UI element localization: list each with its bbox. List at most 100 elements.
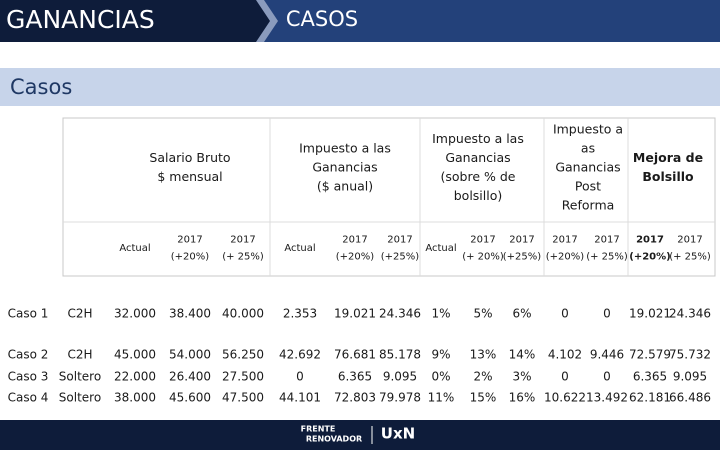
- cell: 62.181: [629, 391, 671, 405]
- cell: 75.732: [669, 348, 711, 362]
- cell: 22.000: [114, 370, 156, 384]
- group-header: as: [581, 141, 595, 156]
- cell: 13%: [470, 348, 497, 362]
- group-header: Impuesto a: [553, 122, 623, 137]
- cell: 9.446: [590, 348, 624, 362]
- row-label: Caso 1: [8, 307, 49, 321]
- column-header: (+ 25%): [222, 252, 264, 263]
- cell: 27.500: [222, 370, 264, 384]
- cell: 9%: [431, 348, 450, 362]
- cell: 85.178: [379, 348, 421, 362]
- header-frame: [62, 117, 716, 277]
- column-header: (+25%): [381, 252, 420, 263]
- row-label: Caso 3: [8, 370, 49, 384]
- subtitle-band: [0, 68, 720, 106]
- column-header: 2017: [594, 235, 619, 246]
- cell: 0: [603, 370, 611, 384]
- cell: 76.681: [334, 348, 376, 362]
- cell: 54.000: [169, 348, 211, 362]
- cell: 40.000: [222, 307, 264, 321]
- cell: 9.095: [673, 370, 707, 384]
- column-header: (+ 25%): [669, 252, 711, 263]
- cell: 26.400: [169, 370, 211, 384]
- cell: 11%: [428, 391, 455, 405]
- tab-bg: [262, 0, 720, 42]
- footer-brand: FRENTE: [301, 425, 336, 434]
- cell: 45.000: [114, 348, 156, 362]
- column-header: (+ 25%): [586, 252, 628, 263]
- cell: 19.021: [334, 307, 376, 321]
- tab-title: CASOS: [286, 7, 358, 31]
- cell: 4.102: [548, 348, 582, 362]
- cell: 5%: [473, 307, 492, 321]
- row-label: Soltero: [59, 391, 101, 405]
- subtitle: Casos: [10, 75, 72, 99]
- group-header: Ganancias: [555, 160, 620, 175]
- column-header: 2017: [509, 235, 534, 246]
- cell: 14%: [509, 348, 536, 362]
- group-header: bolsillo): [454, 188, 503, 203]
- cell: 6.365: [633, 370, 667, 384]
- footer-bar: [0, 420, 720, 450]
- section-title: GANANCIAS: [6, 5, 155, 34]
- column-header: (+20%): [171, 252, 210, 263]
- cell: 0: [296, 370, 304, 384]
- cell: 24.346: [669, 307, 711, 321]
- group-header: Ganancias: [312, 160, 377, 175]
- column-header: (+20%): [629, 252, 670, 263]
- cell: 10.622: [544, 391, 586, 405]
- cell: 44.101: [279, 391, 321, 405]
- group-header: Salario Bruto: [149, 150, 230, 165]
- row-label: Caso 4: [8, 391, 49, 405]
- column-header: Actual: [284, 243, 315, 254]
- cell: 13.492: [586, 391, 628, 405]
- cell: 72.803: [334, 391, 376, 405]
- cell: 47.500: [222, 391, 264, 405]
- cell: 38.400: [169, 307, 211, 321]
- chevron: [256, 0, 278, 42]
- group-header: Mejora de: [633, 150, 703, 165]
- row-label: Caso 2: [8, 348, 49, 362]
- group-header: Impuesto a las: [432, 131, 524, 146]
- cell: 2%: [473, 370, 492, 384]
- row-label: Soltero: [59, 370, 101, 384]
- cell: 6%: [512, 307, 531, 321]
- cell: 6.365: [338, 370, 372, 384]
- column-header: (+20%): [546, 252, 585, 263]
- cell: 24.346: [379, 307, 421, 321]
- cell: 42.692: [279, 348, 321, 362]
- cell: 45.600: [169, 391, 211, 405]
- group-header: (sobre % de: [441, 169, 516, 184]
- column-header: (+25%): [503, 252, 542, 263]
- cell: 66.486: [669, 391, 711, 405]
- group-header: Bolsillo: [642, 169, 694, 184]
- column-header: 2017: [230, 235, 255, 246]
- cell: 32.000: [114, 307, 156, 321]
- column-header: (+ 20%): [462, 252, 504, 263]
- group-header: Impuesto a las: [299, 141, 391, 156]
- row-label: C2H: [67, 348, 92, 362]
- cell: 15%: [470, 391, 497, 405]
- column-header: 2017: [677, 235, 702, 246]
- cell: 16%: [509, 391, 536, 405]
- group-header: Ganancias: [445, 150, 510, 165]
- cell: 56.250: [222, 348, 264, 362]
- cell: 0: [561, 307, 569, 321]
- cell: 1%: [431, 307, 450, 321]
- column-header: Actual: [119, 243, 150, 254]
- cell: 0: [561, 370, 569, 384]
- column-header: 2017: [387, 235, 412, 246]
- column-header: 2017: [470, 235, 495, 246]
- group-header: ($ anual): [317, 179, 373, 194]
- cell: 0: [603, 307, 611, 321]
- row-label: C2H: [67, 307, 92, 321]
- column-header: 2017: [636, 235, 664, 246]
- cell: 19.021: [629, 307, 671, 321]
- column-header: 2017: [342, 235, 367, 246]
- group-header: Reforma: [562, 198, 615, 213]
- column-header: Actual: [425, 243, 456, 254]
- footer-brand: RENOVADOR: [306, 435, 362, 444]
- column-header: (+20%): [336, 252, 375, 263]
